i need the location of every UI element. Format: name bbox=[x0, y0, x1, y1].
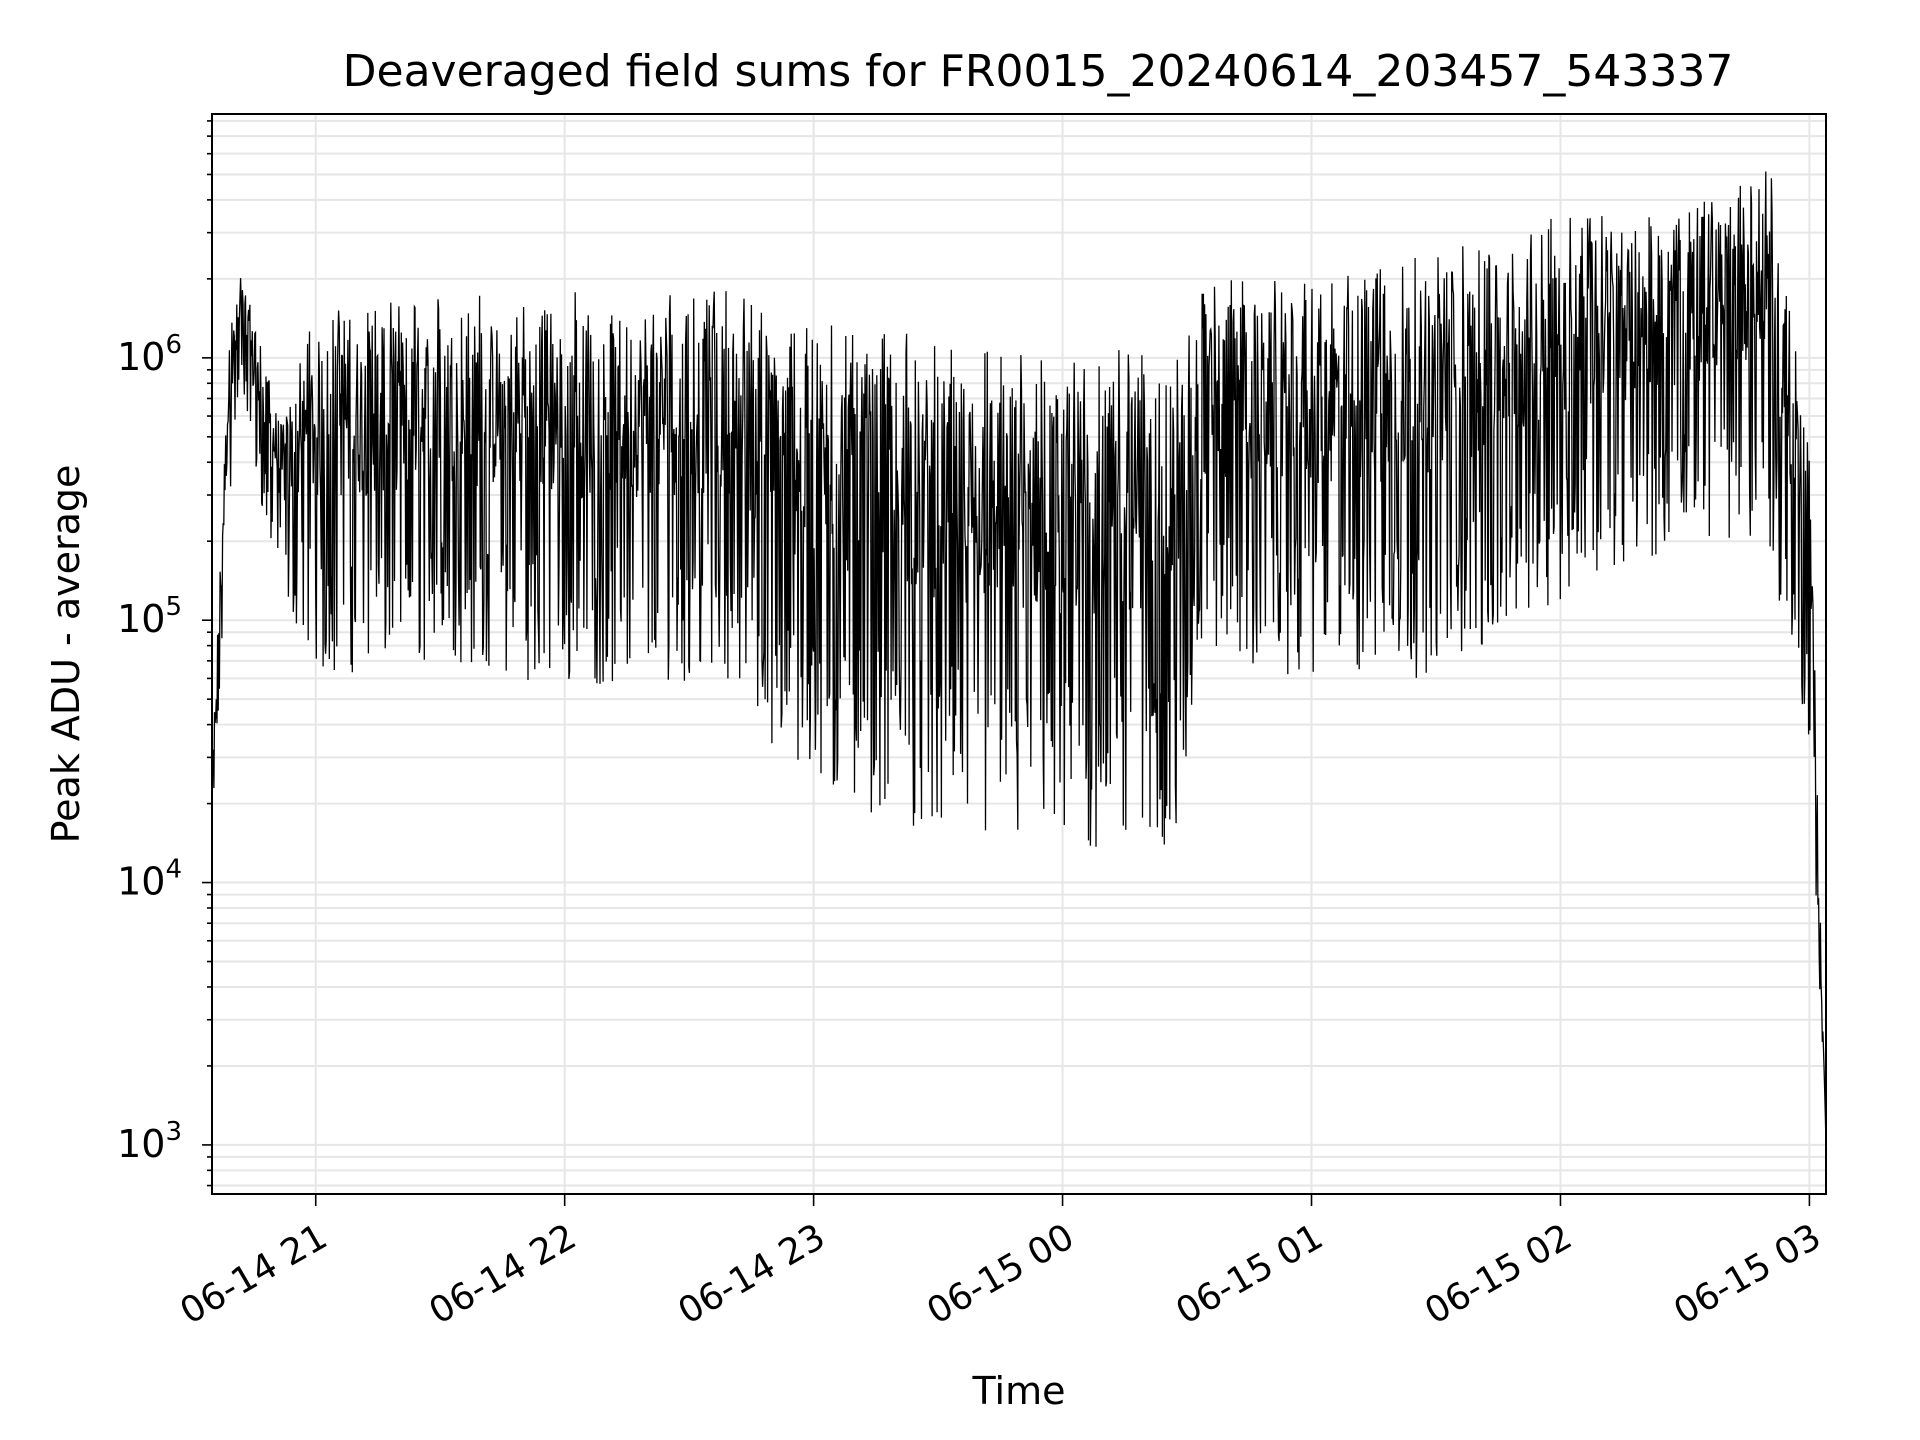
series-line bbox=[211, 171, 1827, 1145]
chart-title: Deaveraged field sums for FR0015_2024061… bbox=[343, 46, 1734, 97]
y-axis: 103 104 105 106 bbox=[117, 120, 212, 1187]
grid bbox=[212, 114, 1826, 1194]
plot-frame bbox=[211, 113, 1827, 1195]
y-tick-label: 104 bbox=[117, 855, 182, 904]
y-tick-label: 106 bbox=[117, 330, 182, 379]
y-axis-label: Peak ADU - average bbox=[44, 465, 88, 844]
x-axis-label: Time bbox=[972, 1369, 1066, 1413]
y-tick-label: 103 bbox=[117, 1117, 182, 1166]
y-tick-label: 105 bbox=[117, 592, 182, 641]
series bbox=[211, 171, 1827, 1145]
